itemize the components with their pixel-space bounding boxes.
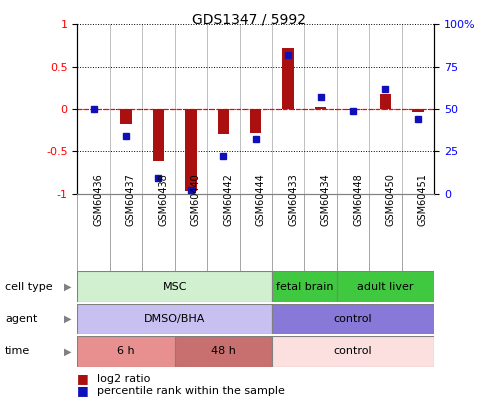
Bar bbox=[77, 336, 175, 367]
Text: log2 ratio: log2 ratio bbox=[97, 374, 151, 384]
Text: GSM60436: GSM60436 bbox=[93, 173, 104, 226]
Text: GSM60442: GSM60442 bbox=[223, 173, 234, 226]
Text: 6 h: 6 h bbox=[117, 346, 135, 356]
Text: GSM60448: GSM60448 bbox=[353, 173, 363, 226]
Bar bbox=[347, 109, 359, 110]
Text: DMSO/BHA: DMSO/BHA bbox=[144, 314, 205, 324]
Text: GSM60451: GSM60451 bbox=[418, 173, 428, 226]
Bar bbox=[120, 109, 132, 124]
Bar bbox=[218, 109, 229, 134]
Bar bbox=[272, 336, 434, 367]
Bar bbox=[175, 336, 272, 367]
Bar bbox=[153, 109, 164, 162]
Text: GSM60440: GSM60440 bbox=[191, 173, 201, 226]
Text: time: time bbox=[5, 346, 30, 356]
Text: MSC: MSC bbox=[162, 281, 187, 292]
Bar bbox=[380, 94, 391, 109]
Text: GSM60444: GSM60444 bbox=[255, 173, 266, 226]
Bar bbox=[77, 271, 272, 302]
Text: GSM60433: GSM60433 bbox=[288, 173, 298, 226]
Text: agent: agent bbox=[5, 314, 37, 324]
Bar bbox=[315, 107, 326, 109]
Text: GSM60437: GSM60437 bbox=[126, 173, 136, 226]
Text: ■: ■ bbox=[77, 384, 89, 397]
Text: ▶: ▶ bbox=[63, 281, 71, 292]
Bar bbox=[337, 271, 434, 302]
Text: GSM60438: GSM60438 bbox=[159, 173, 169, 226]
Text: ▶: ▶ bbox=[63, 314, 71, 324]
Bar bbox=[282, 48, 294, 109]
Bar bbox=[185, 109, 197, 191]
Bar bbox=[412, 109, 424, 112]
Bar bbox=[272, 271, 337, 302]
Bar bbox=[250, 109, 261, 133]
Bar bbox=[272, 304, 434, 334]
Text: ■: ■ bbox=[77, 372, 89, 385]
Text: control: control bbox=[334, 346, 372, 356]
Text: percentile rank within the sample: percentile rank within the sample bbox=[97, 386, 285, 396]
Text: 48 h: 48 h bbox=[211, 346, 236, 356]
Text: fetal brain: fetal brain bbox=[275, 281, 333, 292]
Text: GSM60450: GSM60450 bbox=[385, 173, 396, 226]
Text: control: control bbox=[334, 314, 372, 324]
Bar bbox=[77, 304, 272, 334]
Text: cell type: cell type bbox=[5, 281, 52, 292]
Text: adult liver: adult liver bbox=[357, 281, 414, 292]
Text: ▶: ▶ bbox=[63, 346, 71, 356]
Text: GDS1347 / 5992: GDS1347 / 5992 bbox=[193, 12, 306, 26]
Text: GSM60434: GSM60434 bbox=[320, 173, 331, 226]
